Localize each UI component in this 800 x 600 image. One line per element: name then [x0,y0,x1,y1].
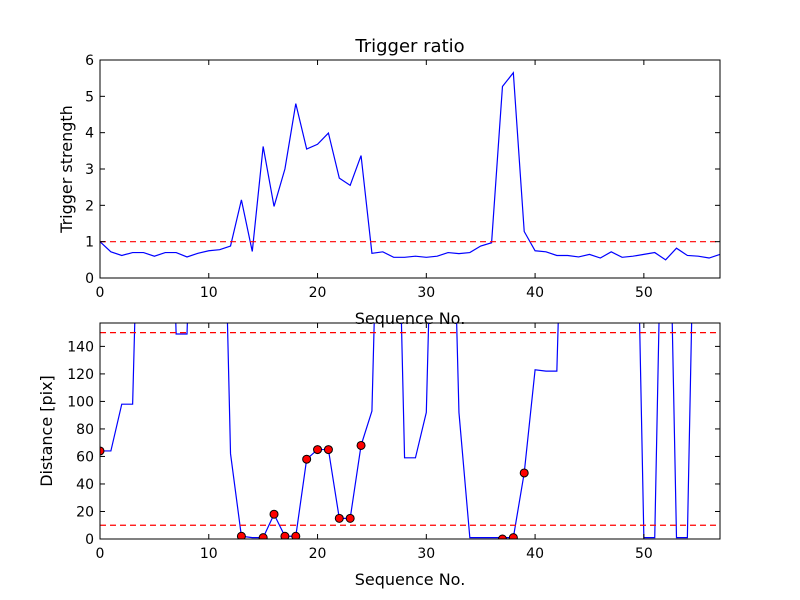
top-x-tick-label: 10 [200,285,218,301]
bottom-y-tick-label: 120 [67,367,94,383]
bottom-y-tick-label: 40 [76,477,94,493]
bottom-data-point [356,440,366,450]
bottom-series-line [100,323,693,539]
bottom-x-tick-label: 10 [200,546,218,562]
bottom-x-tick-label: 20 [309,546,327,562]
top-x-tick-label: 50 [635,285,653,301]
bottom-x-tick-label: 0 [96,546,105,562]
bottom-data-point [280,531,290,539]
bottom-y-axis-label: Distance [pix] [37,375,56,487]
bottom-data-point [313,445,323,455]
bottom-data-point [302,454,312,464]
bottom-data-point [236,531,246,539]
bottom-x-tick-label: 40 [526,546,544,562]
top-x-tick-label: 30 [417,285,435,301]
bottom-data-point [497,534,507,539]
top-y-tick-label: 3 [85,162,94,178]
bottom-y-tick-label: 140 [67,339,94,355]
bottom-data-point [334,513,344,523]
bottom-y-tick-label: 100 [67,394,94,410]
bottom-data-point [269,509,279,519]
bottom-data-point [100,446,105,456]
bottom-data-point [508,533,518,539]
top-axes: 0 10 20 30 40 50 0 1 2 3 4 5 6 [85,53,720,301]
top-plot-frame [99,59,721,279]
bottom-x-tick-label: 50 [635,546,653,562]
bottom-x-tick-label: 30 [417,546,435,562]
bottom-data-point [258,533,268,539]
bottom-panel: Sequence No. Distance [pix] 0 10 20 30 40 500… [37,322,721,589]
top-x-tick-label: 40 [526,285,544,301]
top-y-axis-label: Trigger strength [57,105,76,234]
top-series-line [100,71,720,261]
bottom-y-tick-label: 0 [85,532,94,548]
bottom-axes: 0 10 20 30 40 50 0 20 40 60 80 100 120 140 [67,323,720,562]
top-y-tick-label: 2 [85,198,94,214]
top-y-tick-label: 1 [85,235,94,251]
top-plot-area [100,71,720,261]
bottom-data-point [519,468,529,478]
top-x-tick-label: 20 [309,285,327,301]
top-chart-title: Trigger ratio [354,36,464,57]
top-x-tick-label: 0 [96,285,105,301]
bottom-y-tick-label: 60 [76,449,94,465]
bottom-data-point [345,513,355,523]
bottom-plot-frame [99,322,721,540]
bottom-data-point [291,531,301,539]
top-y-tick-label: 6 [85,53,94,69]
top-y-tick-label: 5 [85,89,94,105]
top-x-axis-label: Sequence No. [355,309,466,328]
top-panel: Trigger ratio Sequence No. Trigger stren… [57,36,721,328]
bottom-plot-area [100,323,720,539]
top-y-tick-label: 4 [85,126,94,142]
bottom-y-tick-label: 80 [76,422,94,438]
bottom-y-tick-label: 20 [76,504,94,520]
bottom-data-point [323,445,333,455]
top-y-tick-label: 0 [85,271,94,287]
bottom-x-axis-label: Sequence No. [355,570,466,589]
